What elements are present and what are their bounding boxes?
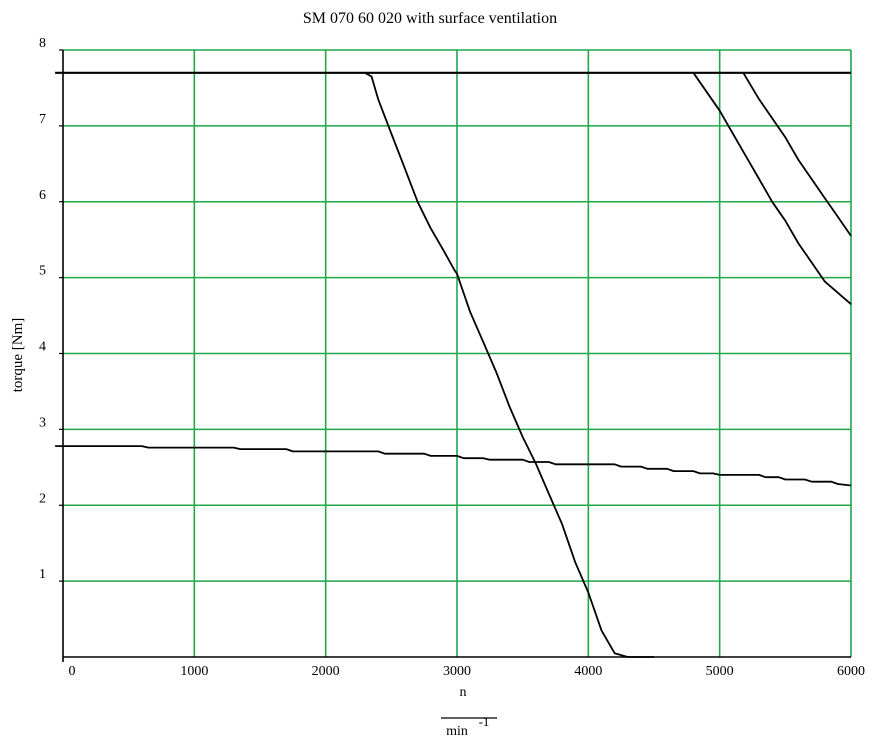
x-unit-denominator: min xyxy=(446,724,468,739)
series-group xyxy=(55,71,852,658)
axes xyxy=(59,49,851,662)
series-line-3 xyxy=(692,72,852,305)
x-tick-label-4000: 4000 xyxy=(574,664,602,679)
x-unit-exponent: -1 xyxy=(479,714,490,729)
y-tick-label-8: 8 xyxy=(39,36,46,51)
y-tick-label-4: 4 xyxy=(39,340,46,355)
y-tick-label-2: 2 xyxy=(39,491,46,506)
x-axis-label: n xyxy=(460,685,467,700)
series-line-4 xyxy=(742,72,852,237)
x-tick-label-6000: 6000 xyxy=(837,664,865,679)
y-tick-label-5: 5 xyxy=(39,264,46,279)
x-tick-label-3000: 3000 xyxy=(443,664,471,679)
series-line-2 xyxy=(364,72,654,658)
x-tick-label-0: 0 xyxy=(69,664,76,679)
y-tick-label-7: 7 xyxy=(39,112,46,127)
y-tick-label-6: 6 xyxy=(39,188,46,203)
x-tick-label-2000: 2000 xyxy=(312,664,340,679)
chart-title: SM 070 60 020 with surface ventilation xyxy=(303,10,557,27)
x-tick-label-5000: 5000 xyxy=(706,664,734,679)
y-tick-label-1: 1 xyxy=(39,567,46,582)
grid xyxy=(63,49,852,657)
x-tick-label-1000: 1000 xyxy=(180,664,208,679)
tick-labels: 0 1000 2000 3000 4000 5000 6000 1 2 3 4 5 6 7 8 xyxy=(39,36,865,679)
y-axis-label: torque [Nm] xyxy=(10,318,26,393)
series-line-5 xyxy=(55,445,852,487)
y-tick-label-3: 3 xyxy=(39,415,46,430)
